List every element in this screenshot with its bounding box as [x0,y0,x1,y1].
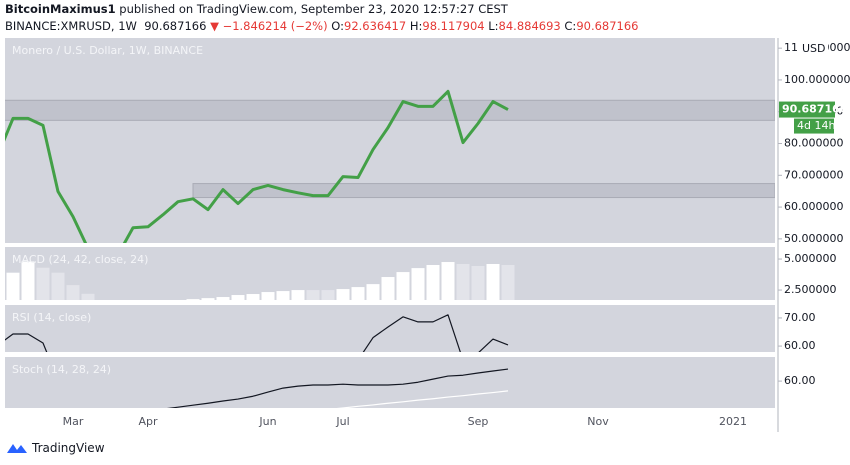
bar [0,279,5,300]
bar [276,291,290,300]
y-tick-label: 50.000000 [784,232,844,245]
bar [261,292,275,300]
x-tick-label: Jul [335,415,349,428]
ohlc: O:92.636417 H:98.117904 L:84.884693 C:90… [331,19,638,33]
logo-shape [7,444,27,453]
pane-content [0,261,515,305]
y-tick-label: 60.000000 [784,200,844,213]
bar [81,293,95,300]
last-price: 90.687166 [144,19,207,33]
x-tick-label: Sep [468,415,489,428]
ohlc-value: 98.117904 [422,19,485,33]
x-tick-label: Jun [258,415,276,428]
bar [36,267,50,300]
countdown: 4d 14h [797,119,835,132]
header-line-2: BINANCE:XMRUSD, 1W 90.687166 ▼ −1.846214… [5,18,639,35]
bar [201,298,215,300]
ohlc-value: 92.636417 [344,19,407,33]
bar [291,290,305,300]
header-line-1: BitcoinMaximus1 published on TradingView… [5,1,639,18]
bar [216,297,230,300]
pane-content [5,89,775,243]
bar [486,264,500,300]
bar [51,272,65,300]
y-tick-label: 2.500000 [784,283,837,296]
bar [441,262,455,300]
pane [5,357,775,408]
bar [396,272,410,300]
brand: TradingView [32,441,105,455]
bar [306,290,320,300]
bar [21,261,35,300]
ohlc-label: L: [488,19,499,33]
bar [336,289,350,300]
bar [321,290,335,300]
zone [192,183,775,199]
pane-content [166,368,509,408]
line [5,89,509,243]
bar [172,300,185,302]
change: −1.846214 (−2%) [222,19,328,33]
y-tick-label: 70.00 [784,311,816,324]
published: published on TradingView.com, September … [119,2,508,16]
unit: USD [802,42,826,55]
bar [186,299,200,300]
pane-title: Monero / U.S. Dollar, 1W, BINANCE [12,44,203,57]
pane-title: Stoch (14, 28, 24) [12,363,111,376]
y-tick-label: 80.000000 [784,137,844,150]
bar [6,272,20,300]
line [5,314,509,352]
arrow: ▼ [210,19,219,33]
x-tick-label: 2021 [719,415,747,428]
ohlc-value: 90.687166 [576,19,639,33]
bar [426,264,440,300]
chart: Monero / U.S. Dollar, 1W, BINANCE 50.0000… [0,38,850,432]
bar [351,287,365,300]
price-tag [779,101,835,118]
bar [411,268,425,300]
y-tick-label: 5.000000 [784,252,837,265]
bar [381,277,395,300]
bar [366,284,380,300]
y-tick-label: 100.000000 [784,73,850,86]
logo [7,444,27,453]
line [166,368,509,408]
countdown-tag [794,118,834,134]
zone [5,99,775,121]
pane-title: RSI (14, close) [12,311,91,324]
line [336,390,509,408]
bar [157,300,170,305]
bar [112,300,125,304]
bar [66,285,80,300]
bar [231,295,245,300]
y-tick-label: 70.000000 [784,168,844,181]
x-tick-label: Mar [63,415,84,428]
pane-title: MACD (24, 42, close, 24) [12,253,148,266]
bar [471,265,485,300]
ohlc-label: C: [564,19,577,33]
pane [5,38,775,243]
bar [97,300,110,302]
y-tick-label: 60.00 [784,374,816,387]
bar [246,294,260,300]
ohlc-value: 84.884693 [498,19,561,33]
footer: TradingView [6,441,105,455]
y-tick-label: 60.00 [784,339,816,352]
author: BitcoinMaximus1 [5,2,116,16]
symbol: BINANCE:XMRUSD, 1W [5,19,137,33]
x-tick-label: Nov [587,415,609,428]
price-tag-label: 90.687166 [782,103,848,116]
ohlc-label: H: [409,19,423,33]
pane-content [5,314,509,352]
bar [501,264,515,300]
header: BitcoinMaximus1 published on TradingView… [5,1,639,35]
bar [456,264,470,300]
pane [5,305,775,352]
unit-bg [798,42,828,56]
x-tick-label: Apr [138,415,158,428]
ohlc-label: O: [331,19,344,33]
